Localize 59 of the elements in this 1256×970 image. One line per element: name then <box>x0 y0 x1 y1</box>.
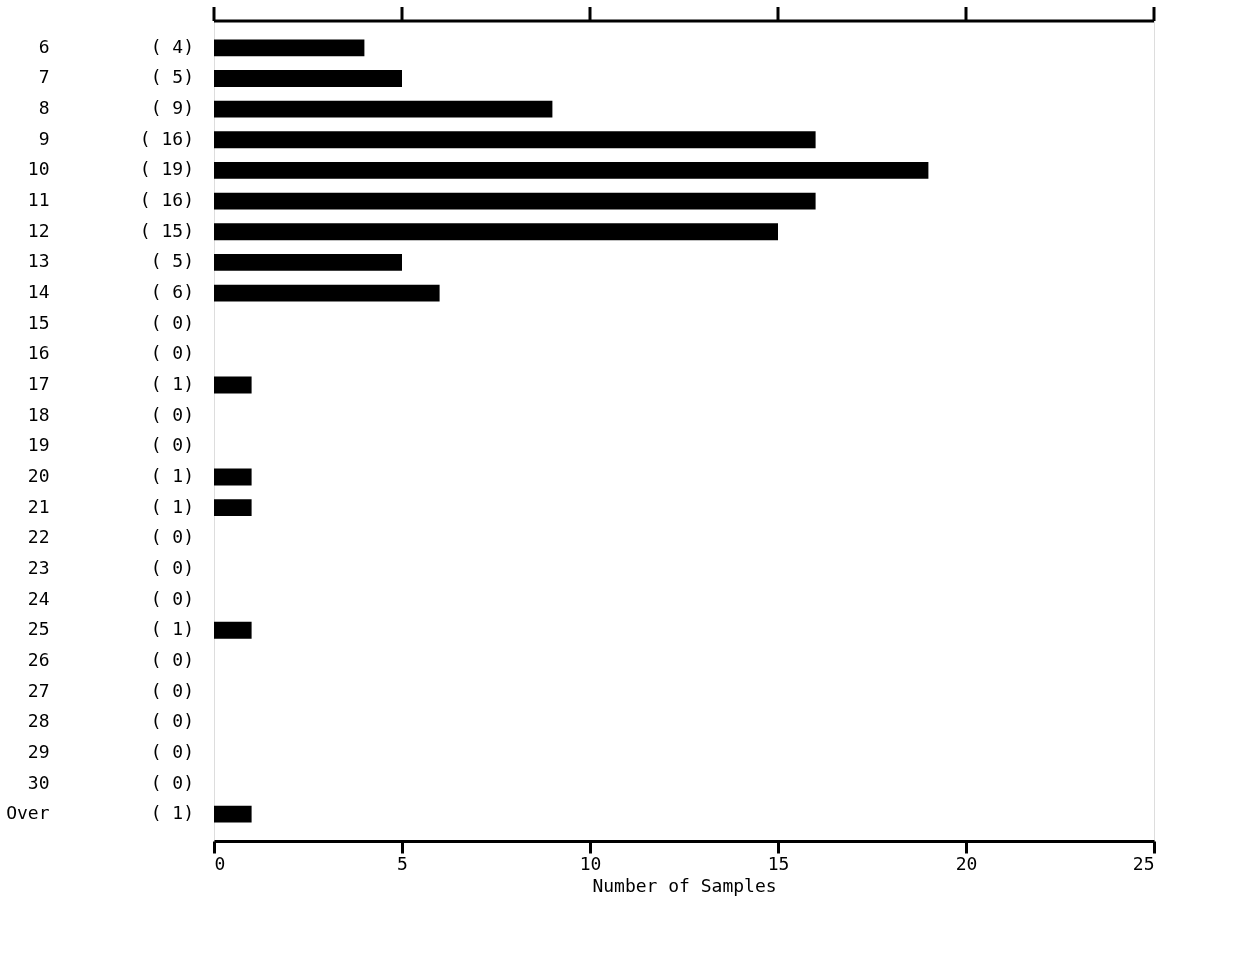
y-tick-label: 7 <box>38 66 50 88</box>
data-label: ( 9) <box>150 97 194 119</box>
y-tick-label: 17 <box>27 373 50 395</box>
data-label: ( 0) <box>150 526 194 548</box>
x-tick-label: 5 <box>397 852 408 874</box>
data-label: ( 1) <box>150 373 194 395</box>
y-tick-label: 6 <box>38 35 50 57</box>
x-tick-label: 10 <box>579 852 602 874</box>
data-label: ( 1) <box>150 618 194 640</box>
data-label: ( 1) <box>150 802 194 824</box>
x-axis-title: Number of Samples <box>592 874 777 896</box>
data-label: ( 1) <box>150 464 194 486</box>
y-tick-label: 19 <box>27 434 50 456</box>
y-tick-label: Over <box>6 802 50 824</box>
data-label: ( 0) <box>150 311 194 333</box>
data-label: ( 0) <box>150 771 194 793</box>
y-tick-label: 18 <box>27 403 50 425</box>
y-tick-label: 30 <box>27 771 50 793</box>
y-tick-label: 28 <box>27 710 50 732</box>
y-tick-label: 21 <box>27 495 50 517</box>
y-tick-label: 16 <box>27 342 50 364</box>
data-label: ( 0) <box>150 587 194 609</box>
y-tick-label: 29 <box>27 740 50 762</box>
data-label: ( 0) <box>150 342 194 364</box>
data-label: ( 0) <box>150 556 194 578</box>
y-tick-label: 13 <box>27 250 50 272</box>
data-label: ( 5) <box>150 66 194 88</box>
data-label: ( 0) <box>150 679 194 701</box>
data-label: ( 16) <box>139 189 194 211</box>
y-tick-label: 11 <box>27 189 50 211</box>
data-label: ( 5) <box>150 250 194 272</box>
x-tick-label: 0 <box>214 852 226 874</box>
data-label: ( 19) <box>139 158 194 180</box>
data-label: ( 16) <box>139 127 194 149</box>
data-label: ( 0) <box>150 403 194 425</box>
data-label: ( 1) <box>150 495 194 517</box>
data-label: ( 0) <box>150 710 194 732</box>
y-tick-label: 14 <box>27 281 50 303</box>
y-tick-label: 10 <box>27 158 50 180</box>
data-label: ( 4) <box>150 35 194 57</box>
y-tick-label: 24 <box>27 587 50 609</box>
y-tick-label: 15 <box>27 311 50 333</box>
y-tick-label: 23 <box>27 556 50 578</box>
data-label: ( 0) <box>150 740 194 762</box>
x-tick-label: 15 <box>767 852 790 874</box>
y-tick-label: 25 <box>27 618 50 640</box>
data-label: ( 15) <box>139 219 194 241</box>
y-tick-label: 12 <box>27 219 50 241</box>
data-label: ( 0) <box>150 434 194 456</box>
y-tick-label: 20 <box>27 464 50 486</box>
y-tick-label: 9 <box>38 127 50 149</box>
y-tick-label: 26 <box>27 648 50 670</box>
y-tick-label: 27 <box>27 679 50 701</box>
y-tick-label: 8 <box>38 97 50 119</box>
data-label: ( 6) <box>150 281 194 303</box>
data-label: ( 0) <box>150 648 194 670</box>
x-tick-label: 25 <box>1132 852 1155 874</box>
y-tick-label: 22 <box>27 526 50 548</box>
x-tick-label: 20 <box>955 852 978 874</box>
